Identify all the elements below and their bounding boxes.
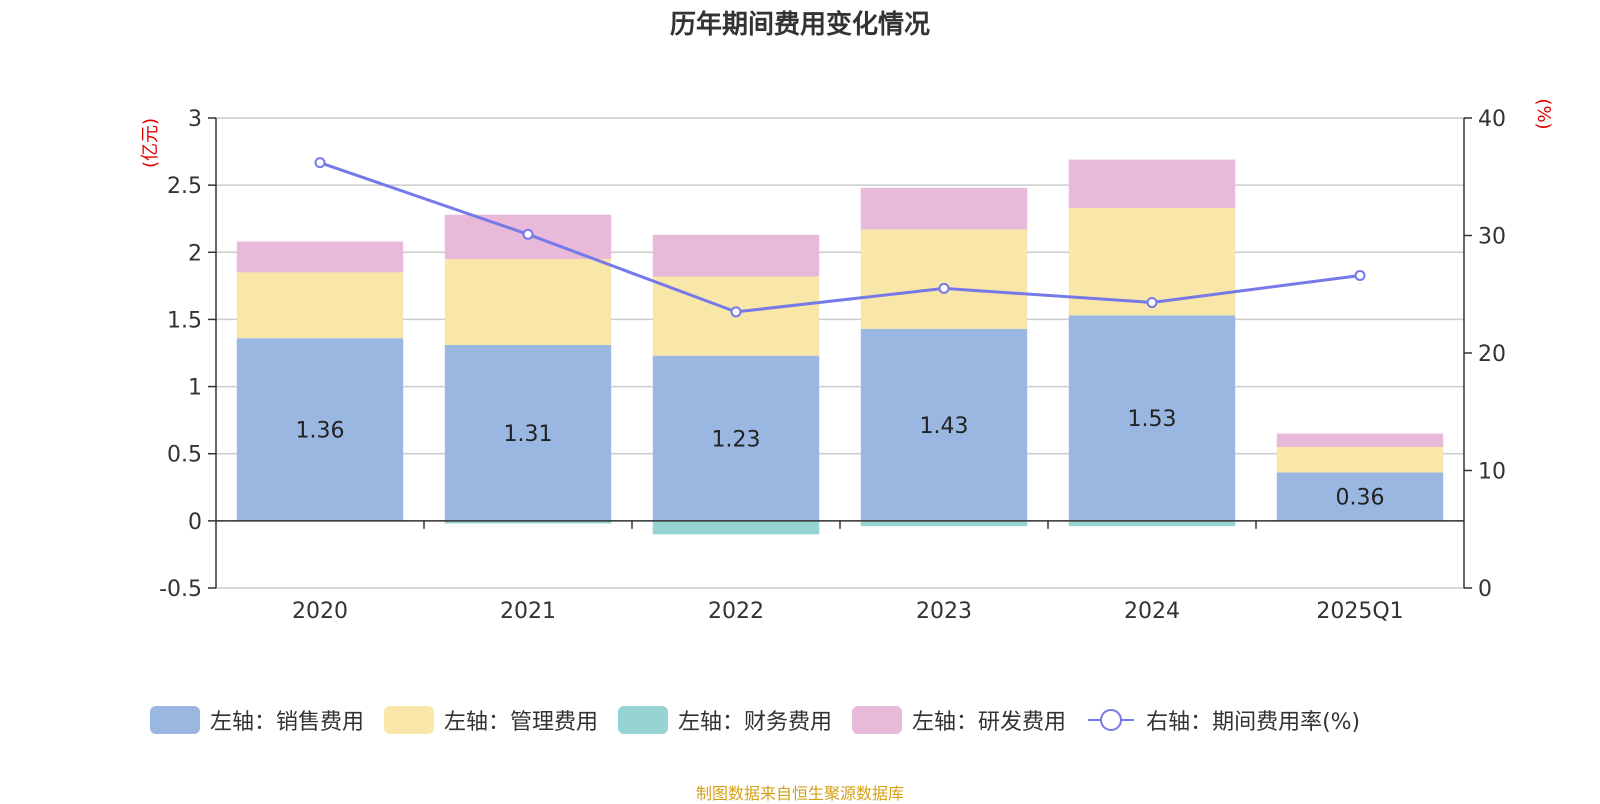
legend-label-finance: 左轴：财务费用 — [678, 710, 833, 735]
line-point — [938, 282, 950, 294]
right-axis-tick-label: 40 — [1478, 107, 1506, 132]
bar-rnd — [1276, 433, 1444, 447]
legend-item-finance[interactable]: 左轴：财务费用 — [618, 704, 832, 736]
left-axis-tick-label: 2.5 — [167, 174, 202, 199]
bar-finance — [444, 520, 612, 524]
legend-item-admin[interactable]: 左轴：管理费用 — [384, 704, 598, 736]
bar-admin — [1276, 447, 1444, 473]
right-axis-tick-label: 10 — [1478, 460, 1506, 485]
legend: 左轴：销售费用 左轴：管理费用 左轴：财务费用 左轴：研发费用 右轴：期间费用率… — [150, 703, 1380, 737]
line-point — [730, 306, 742, 318]
bar-admin — [236, 272, 404, 339]
left-axis-tick-label: 0.5 — [167, 443, 202, 468]
legend-item-rnd[interactable]: 左轴：研发费用 — [852, 704, 1066, 736]
bar-rnd — [1068, 159, 1236, 208]
bar-finance — [860, 520, 1028, 527]
bar-data-label: 1.36 — [296, 419, 345, 444]
x-axis-tick-label: 2020 — [292, 599, 348, 624]
right-axis-tick-label: 20 — [1478, 342, 1506, 367]
legend-label-expense-rate: 右轴：期间费用率(%) — [1146, 710, 1361, 735]
left-axis-tick-label: 3 — [188, 107, 202, 132]
bar-sales — [444, 344, 612, 521]
bar-sales — [1068, 315, 1236, 521]
bar-rnd — [860, 187, 1028, 230]
line-point — [522, 228, 534, 240]
line-point — [314, 157, 326, 169]
bar-rnd — [236, 241, 404, 273]
bar-data-label: 0.36 — [1336, 486, 1385, 511]
chart-title: 历年期间费用变化情况 — [669, 10, 930, 40]
bar-data-label: 1.31 — [504, 422, 553, 447]
bar-data-label: 1.53 — [1128, 407, 1177, 432]
legend-swatch-rnd — [852, 706, 903, 734]
x-axis-tick-label: 2023 — [916, 599, 972, 624]
bar-admin — [444, 259, 612, 345]
source-note: 制图数据来自恒生聚源数据库 — [695, 784, 904, 803]
right-axis-tick-label: 30 — [1478, 225, 1506, 250]
legend-swatch-admin — [384, 706, 435, 734]
legend-swatch-finance — [618, 706, 669, 734]
legend-swatch-sales — [150, 706, 200, 734]
bar-admin — [860, 229, 1028, 329]
right-axis-unit-label: (%) — [1533, 98, 1554, 129]
legend-item-sales[interactable]: 左轴：销售费用 — [150, 704, 364, 736]
bar-sales — [236, 338, 404, 521]
x-axis-tick-label: 2025Q1 — [1316, 599, 1403, 624]
line-expense-rate — [319, 161, 1361, 314]
line-point — [1146, 296, 1158, 308]
line-point — [1354, 269, 1366, 281]
legend-line-icon — [1088, 709, 1135, 731]
bar-rnd — [652, 234, 820, 277]
left-axis-tick-label: -0.5 — [159, 577, 202, 602]
bar-data-label: 1.43 — [920, 414, 969, 439]
bar-finance — [652, 520, 820, 535]
x-axis-tick-label: 2024 — [1124, 599, 1180, 624]
x-axis-tick-label: 2021 — [500, 599, 556, 624]
left-axis-tick-label: 1.5 — [167, 308, 202, 333]
right-axis-tick-label: 0 — [1478, 577, 1492, 602]
bar-finance — [1068, 520, 1236, 527]
legend-item-expense-rate[interactable]: 右轴：期间费用率(%) — [1086, 704, 1360, 736]
bar-sales — [860, 328, 1028, 521]
x-axis-tick-label: 2022 — [708, 599, 764, 624]
legend-label-rnd: 左轴：研发费用 — [912, 710, 1067, 735]
left-axis-tick-label: 1 — [188, 376, 202, 401]
legend-label-admin: 左轴：管理费用 — [444, 710, 599, 735]
bar-data-label: 1.23 — [712, 427, 761, 452]
bar-sales — [1276, 472, 1444, 521]
bar-sales — [652, 355, 820, 521]
left-axis-tick-label: 2 — [188, 241, 202, 266]
legend-label-sales: 左轴：销售费用 — [210, 710, 365, 735]
left-axis-unit-label: (亿元) — [140, 118, 161, 168]
left-axis-tick-label: 0 — [188, 510, 202, 535]
